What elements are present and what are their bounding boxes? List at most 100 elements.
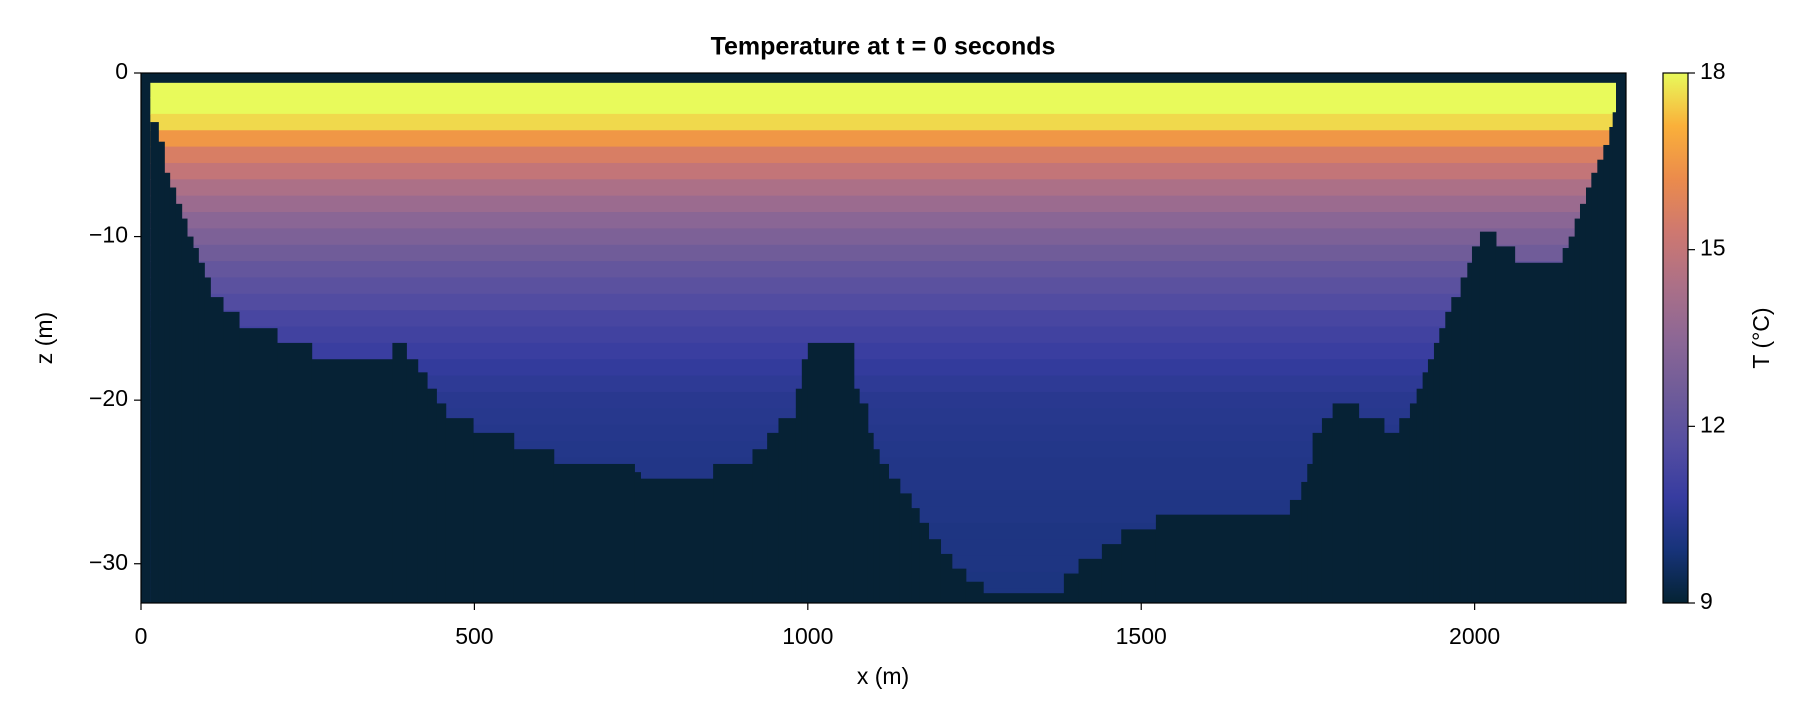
bathymetry-cell bbox=[1460, 277, 1468, 603]
bathymetry-cell bbox=[879, 463, 890, 603]
y-tick-label: 0 bbox=[115, 58, 128, 84]
bathymetry-cell bbox=[164, 172, 171, 603]
bathymetry-cell bbox=[1471, 246, 1481, 603]
bathymetry-cell bbox=[1562, 248, 1570, 603]
bathymetry-cell bbox=[752, 449, 768, 603]
bathymetry-cell bbox=[311, 359, 393, 603]
bathymetry-cell bbox=[1416, 388, 1424, 603]
temperature-band bbox=[150, 424, 1616, 442]
bathymetry-cell bbox=[899, 493, 912, 603]
bathymetry-cell bbox=[193, 248, 199, 603]
temperature-band bbox=[150, 293, 1616, 311]
bathymetry-cell bbox=[1155, 514, 1291, 603]
bathymetry-cell bbox=[1121, 529, 1157, 603]
bathymetry-cell bbox=[181, 218, 188, 603]
bathymetry-cell bbox=[1063, 573, 1080, 603]
bathymetry-cell bbox=[1495, 246, 1516, 603]
chart-title: Temperature at t = 0 seconds bbox=[711, 33, 1056, 61]
bathymetry-cell bbox=[150, 122, 159, 603]
bathymetry-cell bbox=[940, 553, 953, 603]
bathymetry-cell bbox=[210, 297, 224, 603]
bathymetry-cell bbox=[859, 403, 869, 603]
bathymetry-cell bbox=[158, 141, 165, 603]
bathymetry-cell bbox=[778, 418, 797, 603]
bathymetry-cell bbox=[634, 472, 641, 603]
bathymetry-cell bbox=[1579, 203, 1587, 603]
temperature-band bbox=[150, 97, 1616, 115]
bathymetry-cell bbox=[1312, 432, 1323, 603]
bathymetry-cell bbox=[1433, 342, 1440, 603]
colorbar-tick-label: 9 bbox=[1700, 588, 1713, 614]
temperature-band bbox=[150, 277, 1616, 295]
temperature-band bbox=[150, 130, 1616, 148]
bathymetry-cell bbox=[417, 372, 428, 603]
bathymetry-cell bbox=[983, 593, 1065, 603]
bathymetry-cell bbox=[445, 418, 474, 603]
bathymetry-cell bbox=[198, 262, 205, 603]
temperature-band bbox=[150, 359, 1616, 377]
colorbar-tick-label: 15 bbox=[1700, 235, 1726, 261]
bathymetry-cell bbox=[473, 432, 515, 603]
bathymetry-cell bbox=[1591, 172, 1598, 603]
x-tick-label: 0 bbox=[135, 623, 148, 649]
bathymetry-cell bbox=[911, 508, 920, 603]
temperature-band bbox=[150, 391, 1616, 409]
bathymetry-cell bbox=[1427, 359, 1435, 603]
bathymetry-cell bbox=[713, 463, 753, 603]
bathymetry-cell bbox=[1609, 126, 1614, 603]
bathymetry-cell bbox=[1574, 218, 1581, 603]
temperature-band bbox=[150, 162, 1616, 180]
bathymetry-cell bbox=[888, 478, 901, 603]
y-axis-label: z (m) bbox=[31, 312, 57, 364]
plot-frame bbox=[140, 72, 1627, 604]
x-tick-label: 2000 bbox=[1449, 623, 1500, 649]
bathymetry-cell bbox=[1585, 187, 1592, 603]
bathymetry-cell bbox=[1439, 328, 1446, 603]
temperature-band bbox=[150, 375, 1616, 393]
y-tick-label: −10 bbox=[89, 222, 128, 248]
temperature-band bbox=[150, 113, 1616, 131]
bathymetry-cell bbox=[169, 187, 177, 603]
bathymetry-cell bbox=[873, 449, 880, 603]
bathymetry-cell bbox=[1078, 558, 1103, 603]
temperature-band bbox=[150, 408, 1616, 426]
colorbar-tick-label: 12 bbox=[1700, 411, 1726, 437]
y-tick-label: −20 bbox=[89, 385, 128, 411]
x-tick-label: 1500 bbox=[1116, 623, 1167, 649]
bathymetry-cell bbox=[1597, 159, 1604, 603]
bathymetry-cell bbox=[928, 539, 942, 603]
bathymetry-cell bbox=[807, 342, 855, 603]
bathymetry-cell bbox=[1321, 418, 1334, 603]
temperature-band bbox=[150, 228, 1616, 246]
bathymetry-cell bbox=[239, 328, 278, 603]
bathymetry-cell bbox=[1307, 463, 1314, 603]
temperature-band bbox=[150, 244, 1616, 262]
temperature-band bbox=[150, 146, 1616, 164]
bathymetry-cell bbox=[951, 568, 967, 603]
temperature-band bbox=[150, 342, 1616, 360]
x-tick-label: 1000 bbox=[782, 623, 833, 649]
bathymetry-cell bbox=[1568, 236, 1576, 603]
temperature-band bbox=[150, 195, 1616, 213]
bathymetry-cell bbox=[919, 522, 930, 603]
y-tick-label: −30 bbox=[89, 549, 128, 575]
x-tick-label: 500 bbox=[455, 623, 493, 649]
colorbar-label: T (°C) bbox=[1748, 307, 1774, 368]
bathymetry-cell bbox=[1451, 297, 1462, 603]
bathymetry-cell bbox=[1422, 372, 1429, 603]
temperature-band bbox=[150, 179, 1616, 197]
bathymetry-cell bbox=[795, 388, 803, 603]
bathymetry-cell bbox=[867, 432, 874, 603]
bathymetry-cell bbox=[640, 478, 714, 603]
temperature-band bbox=[150, 212, 1616, 230]
x-axis-label: x (m) bbox=[857, 663, 909, 689]
bathymetry-cell bbox=[965, 581, 984, 603]
temperature-band bbox=[150, 310, 1616, 328]
bathymetry-cell bbox=[767, 432, 779, 603]
bathymetry-cell bbox=[853, 388, 860, 603]
bathymetry-cell bbox=[436, 403, 447, 603]
bathymetry-cell bbox=[392, 342, 407, 603]
bathymetry-cell bbox=[223, 311, 240, 603]
